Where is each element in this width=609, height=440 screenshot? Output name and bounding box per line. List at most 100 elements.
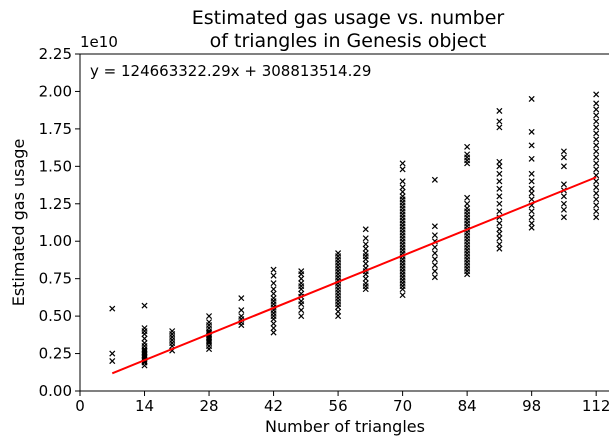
data-point <box>270 320 277 327</box>
y-offset-label: 1e10 <box>80 33 118 51</box>
data-point <box>206 313 213 320</box>
data-point <box>528 142 535 149</box>
data-point <box>528 214 535 221</box>
data-point <box>496 158 503 165</box>
data-point <box>496 185 503 192</box>
data-point <box>238 307 245 314</box>
data-point <box>593 118 600 125</box>
data-point <box>593 154 600 161</box>
data-point <box>593 214 600 221</box>
data-point <box>593 208 600 215</box>
data-point <box>431 274 438 281</box>
data-point <box>431 262 438 269</box>
data-point <box>496 200 503 207</box>
data-point <box>528 224 535 231</box>
data-point <box>298 298 305 305</box>
data-point <box>270 329 277 336</box>
data-point <box>335 250 342 257</box>
data-point <box>141 325 148 332</box>
x-tick-label: 70 <box>393 397 412 415</box>
data-point <box>496 245 503 252</box>
data-point <box>362 280 369 287</box>
plot-frame <box>79 53 609 392</box>
data-point <box>270 266 277 273</box>
y-tick-label: 1.50 <box>39 157 72 175</box>
data-point <box>270 272 277 279</box>
data-point <box>399 188 406 195</box>
data-point <box>593 142 600 149</box>
x-tick-label: 56 <box>329 397 348 415</box>
data-point <box>399 184 406 191</box>
y-tick-label: 0.25 <box>39 345 72 363</box>
data-point <box>431 250 438 257</box>
data-point <box>496 170 503 177</box>
y-tick-label: 1.75 <box>39 120 72 138</box>
data-point <box>528 155 535 162</box>
data-point <box>335 308 342 315</box>
data-point <box>362 260 369 267</box>
data-point <box>593 202 600 209</box>
data-point <box>431 223 438 230</box>
data-point <box>298 313 305 320</box>
data-point <box>593 160 600 167</box>
data-point <box>528 196 535 203</box>
data-point <box>270 290 277 297</box>
data-point <box>399 160 406 167</box>
data-point <box>528 190 535 197</box>
chart-title-line-2: of triangles in Genesis object <box>210 30 487 52</box>
x-tick-label: 14 <box>135 397 154 415</box>
data-point <box>560 163 567 170</box>
data-point <box>141 335 148 342</box>
data-point <box>141 340 148 347</box>
data-point <box>496 241 503 248</box>
data-point <box>464 200 471 207</box>
data-point <box>496 230 503 237</box>
data-point <box>560 193 567 200</box>
data-point <box>238 313 245 320</box>
y-tick-label: 1.00 <box>39 232 72 250</box>
data-point <box>362 241 369 248</box>
data-point <box>528 220 535 227</box>
data-point <box>270 286 277 293</box>
data-point <box>560 181 567 188</box>
y-tick-label: 2.25 <box>39 45 72 63</box>
data-point <box>169 328 176 335</box>
data-point <box>464 143 471 150</box>
data-point <box>298 268 305 275</box>
x-tick-label: 0 <box>75 397 85 415</box>
data-point <box>593 112 600 119</box>
data-points <box>109 91 600 369</box>
data-point <box>238 295 245 302</box>
data-point <box>593 190 600 197</box>
data-point <box>109 358 116 365</box>
data-point <box>464 194 471 201</box>
x-tick-label: 84 <box>458 397 477 415</box>
data-point <box>464 151 471 158</box>
data-point <box>270 325 277 332</box>
data-point <box>362 275 369 282</box>
data-point <box>362 250 369 257</box>
x-tick-label: 112 <box>582 397 609 415</box>
y-axis: 0.00 0.25 0.50 0.75 1.00 1.25 1.50 1.75 2.00 2.25 <box>39 45 80 400</box>
data-point <box>431 232 438 239</box>
data-point <box>496 220 503 227</box>
x-tick-label: 28 <box>199 397 218 415</box>
data-point <box>528 178 535 185</box>
data-point <box>593 91 600 98</box>
y-tick-label: 0.75 <box>39 270 72 288</box>
data-point <box>496 235 503 242</box>
data-point <box>593 178 600 185</box>
data-point <box>141 302 148 309</box>
y-tick-label: 1.25 <box>39 195 72 213</box>
data-point <box>335 313 342 320</box>
data-point <box>298 275 305 282</box>
regression-equation: y = 124663322.29x + 308813514.29 <box>90 62 371 80</box>
data-point <box>593 196 600 203</box>
data-point <box>560 214 567 221</box>
data-point <box>431 176 438 183</box>
data-point <box>399 292 406 299</box>
data-point <box>399 193 406 200</box>
data-point <box>141 347 148 354</box>
data-point <box>270 295 277 302</box>
data-point <box>496 163 503 170</box>
